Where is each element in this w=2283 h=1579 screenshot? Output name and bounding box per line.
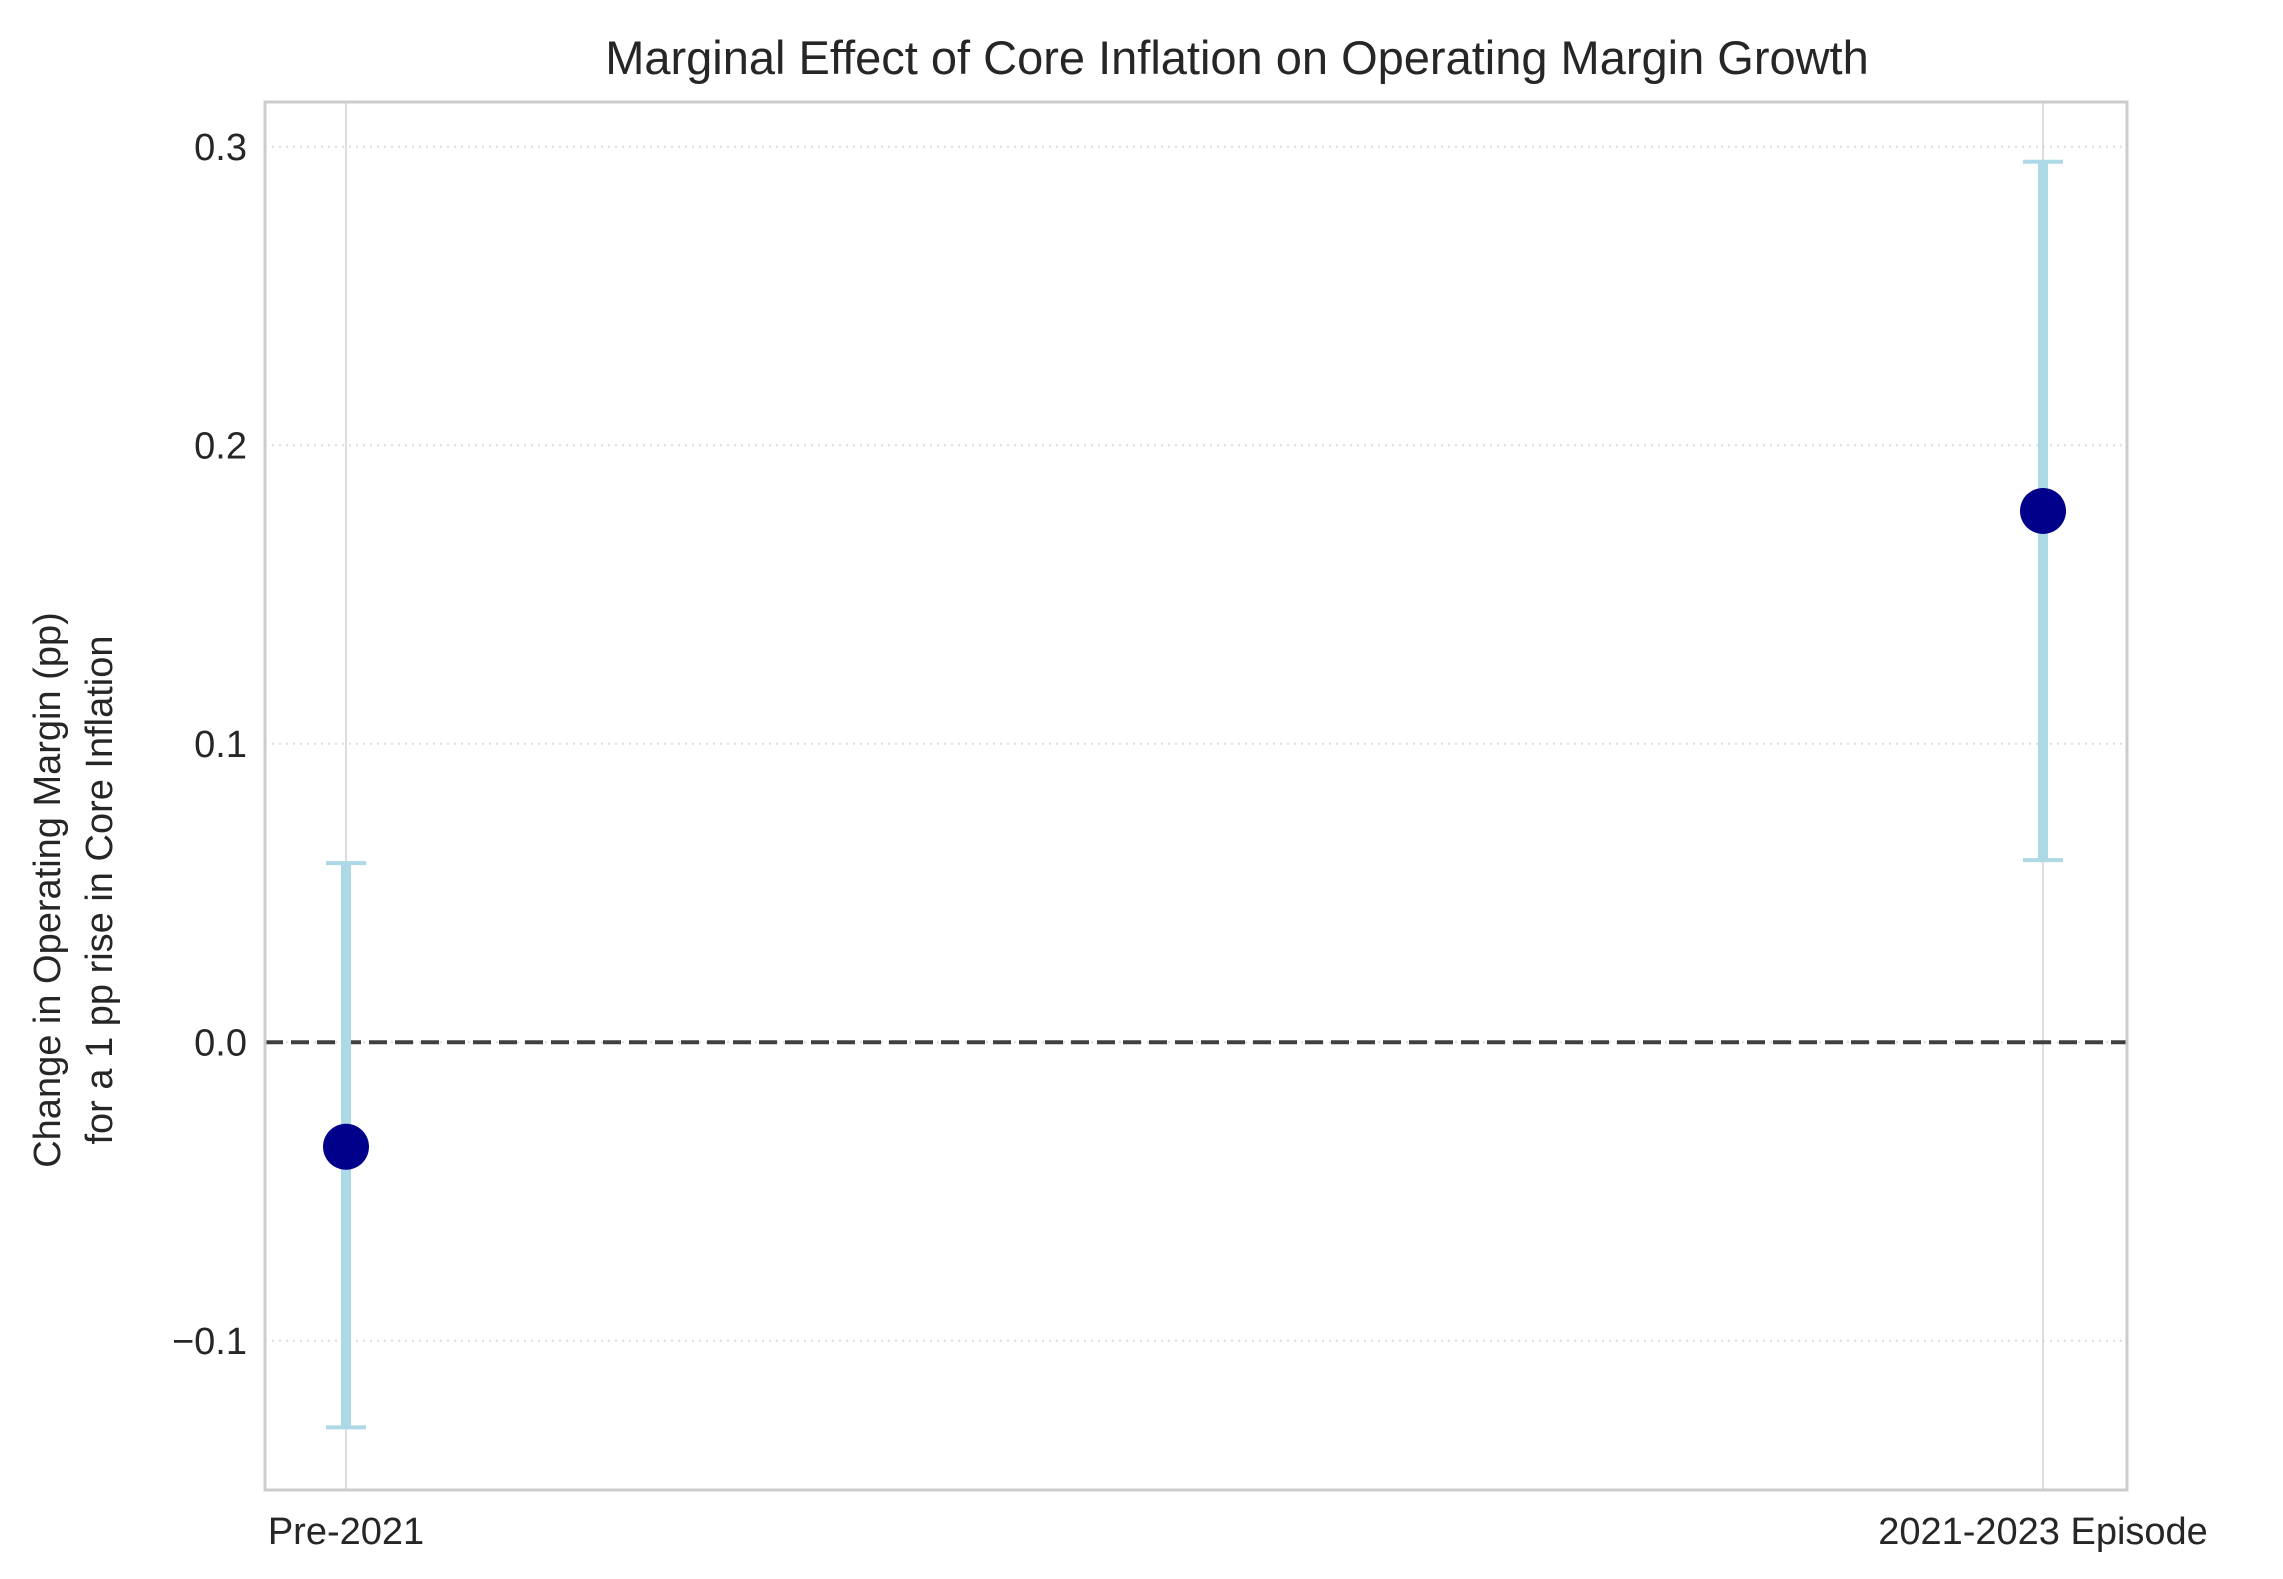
x-tick-label: 2021-2023 Episode bbox=[1878, 1511, 2208, 1553]
y-tick-label: 0.3 bbox=[194, 127, 247, 169]
chart-title: Marginal Effect of Core Inflation on Ope… bbox=[605, 31, 1869, 84]
plot-area: −0.1 0.0 0.1 0.2 0.3 Pre-2021 2021-2023 Episod… bbox=[172, 100, 2208, 1553]
x-tick-label: Pre-2021 bbox=[268, 1511, 424, 1553]
data-point bbox=[2020, 487, 2066, 534]
y-axis-label-line-2: for a 1 pp rise in Core Inflation bbox=[79, 635, 121, 1144]
plot-frame bbox=[263, 100, 2129, 1492]
y-tick-label: 0.2 bbox=[194, 425, 247, 467]
y-tick-label: −0.1 bbox=[172, 1321, 247, 1363]
y-axis-label-line-1: Change in Operating Margin (pp) bbox=[27, 612, 69, 1168]
y-tick-label: 0.0 bbox=[194, 1022, 247, 1064]
data-point bbox=[323, 1123, 369, 1170]
y-tick-label: 0.1 bbox=[194, 724, 247, 766]
